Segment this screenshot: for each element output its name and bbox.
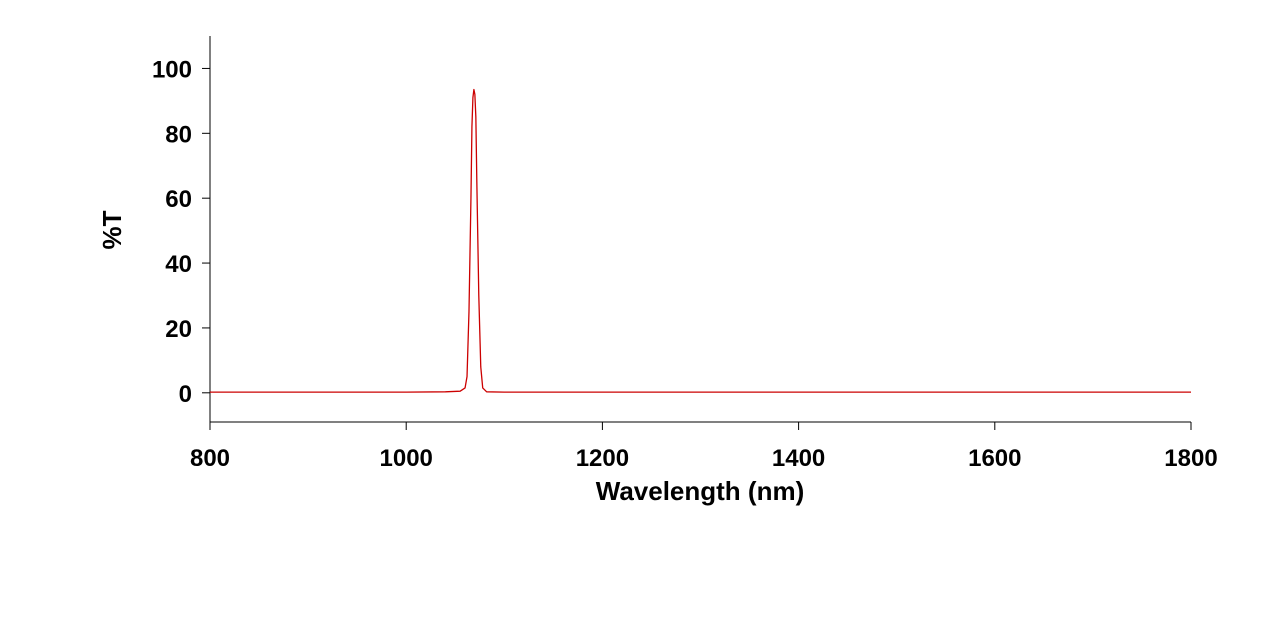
series-line <box>210 88 1191 393</box>
x-tick-label: 1400 <box>772 445 825 472</box>
y-tick-label: 40 <box>165 251 192 278</box>
y-tick-label: 100 <box>152 56 192 83</box>
axes: 0 20 40 60 80 100 800 1000 1200 1400 1600 1800 <box>152 36 1218 472</box>
x-tick-label: 800 <box>190 445 230 472</box>
y-tick-label: 60 <box>165 186 192 213</box>
y-tick-label: 80 <box>165 121 192 148</box>
x-axis-title: Wavelength (nm) <box>596 476 804 506</box>
x-tick-label: 1200 <box>576 445 629 472</box>
y-axis-title: %T <box>97 210 127 249</box>
x-tick-label: 1800 <box>1164 445 1217 472</box>
x-tick-label: 1600 <box>968 445 1021 472</box>
y-tick-label: 0 <box>179 381 192 408</box>
y-tick-label: 20 <box>165 316 192 343</box>
x-tick-label: 1000 <box>380 445 433 472</box>
plot-area <box>210 88 1191 393</box>
